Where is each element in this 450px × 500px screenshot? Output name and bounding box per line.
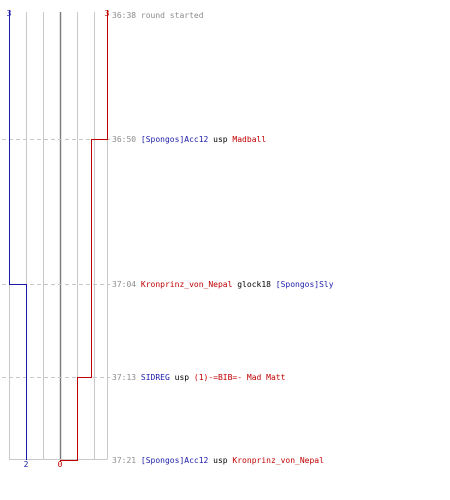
event-part: (1)-=BIB=- Mad Matt [189, 373, 286, 382]
event-time: 37:13 [112, 373, 136, 382]
blue-count-bottom: 2 [24, 460, 29, 469]
event-part: round started [136, 11, 204, 20]
event-part: SIDREG [136, 373, 170, 382]
blue-count-top: 3 [7, 9, 12, 18]
event-entry: 37:21 [Spongos]Acc12 usp Kronprinz_von_N… [112, 456, 324, 465]
event-part: usp [208, 135, 227, 144]
event-time: 36:38 [112, 11, 136, 20]
event-part: [Spongos]Acc12 [136, 135, 208, 144]
event-part: [Spongos]Acc12 [136, 456, 208, 465]
event-entry: 36:50 [Spongos]Acc12 usp Madball [112, 135, 266, 144]
player-grid [9, 12, 108, 460]
event-part: usp [208, 456, 227, 465]
event-entry: 36:38 round started [112, 11, 204, 20]
event-time: 36:50 [112, 135, 136, 144]
event-entry: 37:13 SIDREG usp (1)-=BIB=- Mad Matt [112, 373, 286, 382]
event-guides [2, 139, 110, 378]
event-part: glock18 [232, 280, 271, 289]
event-time: 37:04 [112, 280, 136, 289]
event-entry: 37:04 Kronprinz_von_Nepal glock18 [Spong… [112, 280, 334, 289]
event-part: Madball [228, 135, 267, 144]
event-log: 36:38 round started 36:50 [Spongos]Acc12 … [112, 11, 334, 465]
blue-team-alive-line [9, 10, 27, 460]
red-count-top: 3 [105, 9, 110, 18]
event-part: usp [170, 373, 189, 382]
event-part: Kronprinz_von_Nepal [136, 280, 233, 289]
event-time: 37:21 [112, 456, 136, 465]
red-team-alive-line [60, 10, 108, 462]
event-part: Kronprinz_von_Nepal [228, 456, 325, 465]
red-count-bottom: 0 [58, 460, 63, 469]
event-part: [Spongos]Sly [271, 280, 334, 289]
